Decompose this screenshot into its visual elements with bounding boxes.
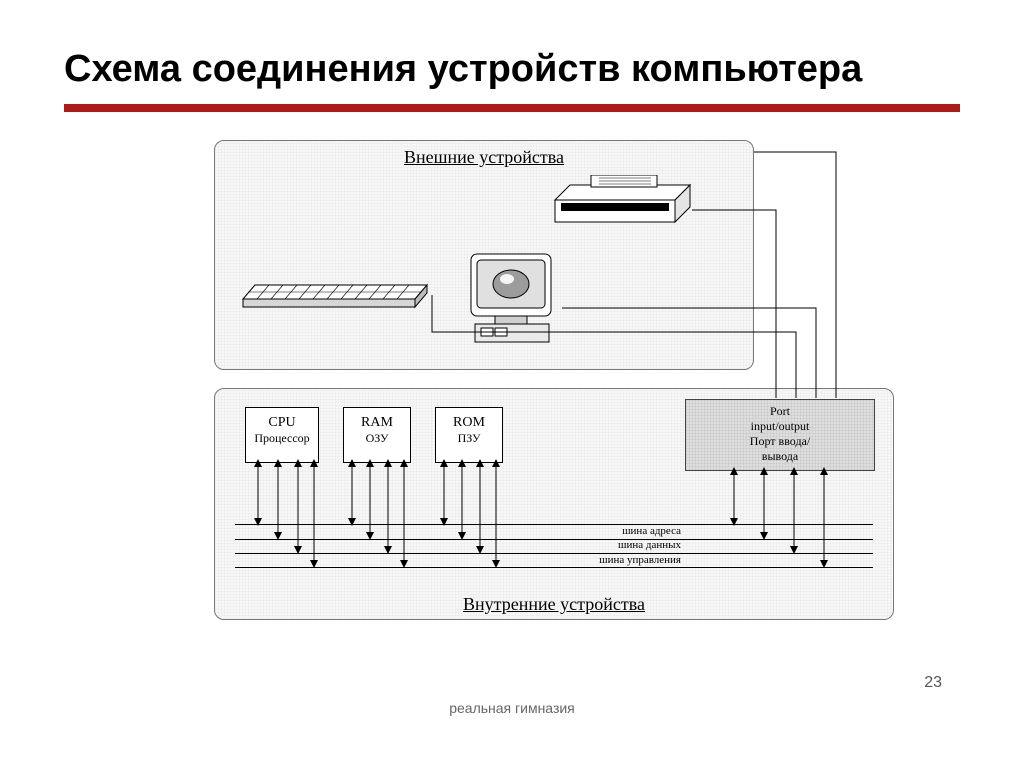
port-l1: Port [688, 404, 872, 419]
internal-devices-panel: CPU Процессор RAM ОЗУ ROM ПЗУ Port input… [214, 388, 894, 620]
external-devices-title: Внешние устройства [404, 147, 564, 168]
rom-label-ru: ПЗУ [438, 431, 500, 446]
rom-chip: ROM ПЗУ [435, 407, 503, 463]
bus-group: шина адреса шина данных шина управления [235, 524, 873, 568]
cpu-label-ru: Процессор [248, 431, 316, 446]
port-l3: Порт ввода/ [688, 434, 872, 449]
page-number: 23 [924, 674, 942, 692]
bus-label-address: шина адреса [620, 525, 683, 537]
bus-label-data: шина данных [616, 539, 683, 551]
port-l2: input/output [688, 419, 872, 434]
page-title: Схема соединения устройств компьютера [64, 48, 960, 92]
ram-label-en: RAM [346, 414, 408, 432]
monitor-icon [465, 246, 565, 351]
port-l4: вывода [688, 449, 872, 464]
internal-devices-title: Внутренние устройства [463, 594, 645, 615]
cpu-label-en: CPU [248, 414, 316, 432]
footer-text: реальная гимназия [0, 700, 1024, 716]
ram-label-ru: ОЗУ [346, 431, 408, 446]
external-devices-panel: Внешние устройства [214, 140, 754, 370]
bus-line-data [235, 539, 873, 540]
diagram: Внешние устройства [214, 140, 894, 620]
bus-label-control: шина управления [597, 554, 683, 566]
cpu-chip: CPU Процессор [245, 407, 319, 463]
rom-label-en: ROM [438, 414, 500, 432]
bus-line-control [235, 553, 873, 554]
slide: Схема соединения устройств компьютера Вн… [0, 0, 1024, 768]
title-underline [64, 104, 960, 112]
printer-icon [535, 175, 695, 235]
ram-chip: RAM ОЗУ [343, 407, 411, 463]
port-chip: Port input/output Порт ввода/ вывода [685, 399, 875, 471]
keyboard-icon [235, 271, 435, 313]
